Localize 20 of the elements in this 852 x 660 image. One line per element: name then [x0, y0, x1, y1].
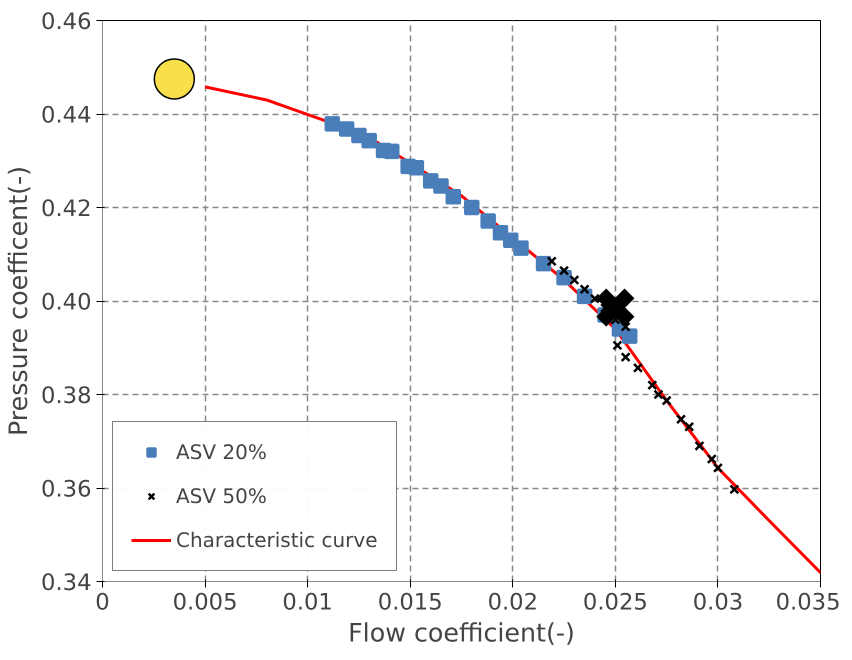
- y-tick-label: 0.40: [41, 290, 92, 316]
- x-tick-label: 0.01: [282, 590, 333, 616]
- legend-label: ASV 20%: [176, 440, 267, 464]
- legend-label: ASV 50%: [176, 484, 267, 508]
- x-tick-label: 0.03: [692, 590, 744, 616]
- y-tick-label: 0.34: [41, 570, 92, 596]
- y-tick-label: 0.46: [41, 9, 92, 35]
- y-axis-title: Pressure coefficent(-): [3, 166, 34, 436]
- x-tick-label: 0: [95, 590, 110, 616]
- x-tick-label: 0.005: [172, 590, 238, 616]
- y-tick-label: 0.36: [41, 476, 92, 502]
- x-tick-label: 0.035: [776, 590, 841, 616]
- legend-label: Characteristic curve: [176, 528, 378, 552]
- x-tick-label: 0.025: [582, 590, 648, 616]
- y-tick-label: 0.44: [41, 102, 92, 128]
- x-tick-label: 0.015: [378, 590, 443, 616]
- y-tick-label: 0.38: [41, 383, 92, 409]
- y-tick-label: 0.42: [41, 196, 92, 222]
- x-axis-title: Flow coefficient(-): [348, 618, 575, 648]
- x-tick-label: 0.02: [488, 590, 538, 616]
